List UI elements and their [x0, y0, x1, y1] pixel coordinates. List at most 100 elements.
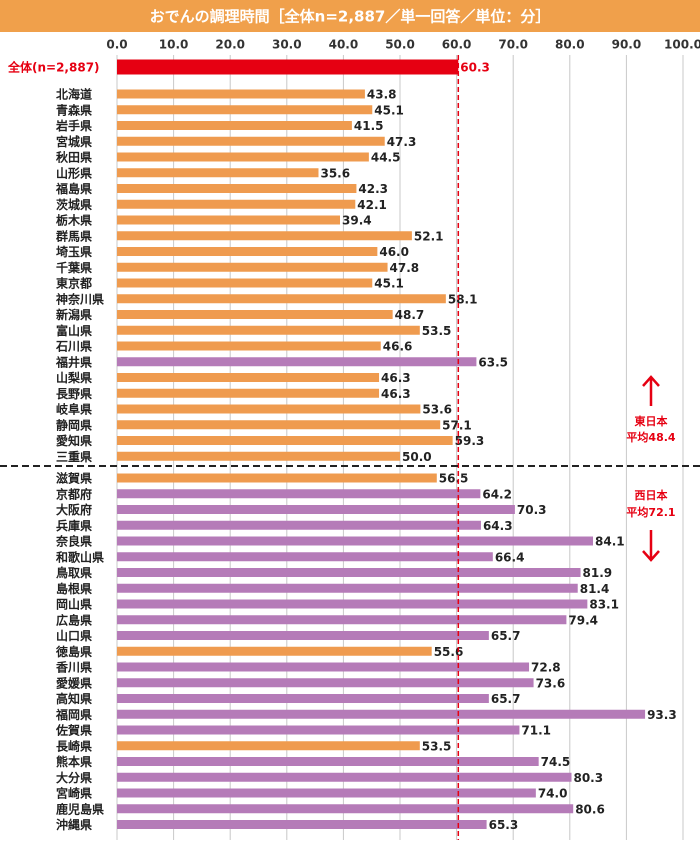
bar	[117, 772, 572, 782]
category-label: 宮崎県	[56, 786, 92, 801]
value-label: 39.4	[342, 214, 372, 228]
value-label: 45.1	[374, 277, 404, 291]
value-label: 35.6	[320, 166, 350, 180]
category-label: 福井県	[55, 354, 92, 369]
category-label: 神奈川県	[56, 291, 104, 306]
x-tick-label: 10.0	[159, 38, 189, 52]
value-label: 45.1	[374, 103, 404, 117]
value-label: 44.5	[371, 151, 401, 165]
value-label: 65.7	[491, 692, 521, 706]
category-label: 愛媛県	[56, 675, 92, 690]
bar	[117, 262, 388, 272]
category-label: 岩手県	[55, 118, 92, 133]
bar	[117, 536, 594, 546]
bar	[117, 631, 489, 640]
value-label: 80.6	[575, 802, 605, 816]
value-label: 53.5	[422, 739, 452, 753]
category-label: 大阪府	[56, 502, 92, 517]
bar	[117, 615, 567, 625]
bar	[117, 310, 393, 319]
bar	[117, 89, 365, 99]
category-label: 福岡県	[55, 707, 92, 722]
x-tick-label: 20.0	[215, 38, 245, 52]
category-label: 長野県	[56, 386, 92, 401]
value-label: 55.6	[434, 645, 464, 659]
value-label: 65.3	[489, 818, 519, 832]
category-label: 鹿児島県	[56, 801, 104, 816]
category-label: 奈良県	[55, 534, 92, 549]
x-tick-label: 90.0	[612, 38, 642, 52]
category-label: 滋賀県	[56, 471, 92, 486]
category-label: 新潟県	[56, 307, 92, 322]
bar	[117, 388, 380, 398]
value-label: 84.1	[595, 535, 625, 549]
bar	[117, 599, 588, 609]
bar	[117, 215, 341, 225]
category-label: 北海道	[56, 87, 92, 102]
category-label: 三重県	[56, 449, 92, 464]
bar	[117, 505, 515, 514]
bar	[117, 325, 420, 335]
category-label: 徳島県	[55, 644, 92, 659]
category-label: 群馬県	[55, 228, 92, 243]
category-label: 兵庫県	[56, 518, 92, 533]
x-tick-label: 60.0	[442, 38, 472, 52]
bar	[117, 373, 380, 382]
category-label: 埼玉県	[56, 244, 92, 259]
bar	[117, 231, 412, 241]
category-label: 山口県	[56, 628, 92, 643]
category-label: 山形県	[56, 165, 92, 180]
x-tick-label: 40.0	[329, 38, 359, 52]
value-label: 81.4	[580, 582, 610, 596]
value-label: 47.3	[387, 135, 417, 149]
x-tick-label: 100.0	[664, 38, 700, 52]
bar	[117, 294, 446, 304]
bar	[117, 121, 352, 130]
value-label: 41.5	[354, 119, 384, 133]
value-label: 74.5	[541, 755, 571, 769]
bar	[117, 741, 420, 751]
category-label: 宮城県	[56, 134, 92, 149]
value-label: 46.6	[383, 340, 413, 354]
bar	[117, 709, 646, 719]
category-label: 熊本県	[56, 754, 92, 769]
overall-label: 全体(n=2,887)	[7, 60, 100, 75]
bar	[117, 473, 437, 483]
bar	[117, 152, 369, 162]
category-label: 香川県	[55, 660, 92, 675]
bar	[117, 184, 357, 193]
category-label: 岡山県	[56, 597, 92, 612]
value-label: 64.2	[482, 487, 512, 501]
bar	[117, 583, 578, 593]
value-label: 43.8	[367, 88, 397, 102]
x-tick-label: 0.0	[106, 38, 127, 52]
x-tick-label: 70.0	[498, 38, 528, 52]
value-label: 56.5	[439, 472, 469, 486]
value-label: 65.7	[491, 629, 521, 643]
category-label: 岐阜県	[56, 402, 92, 417]
category-label: 茨城県	[56, 197, 92, 212]
category-label: 栃木県	[56, 213, 92, 228]
value-label: 42.3	[358, 182, 388, 196]
bar	[117, 420, 441, 430]
value-label: 72.8	[531, 661, 561, 675]
value-label: 59.3	[455, 434, 485, 448]
arrow-up	[642, 375, 660, 406]
bar	[117, 341, 381, 351]
bar	[117, 520, 481, 530]
bar	[117, 404, 421, 414]
group-note: 平均48.4	[626, 430, 675, 444]
category-label: 福島県	[55, 181, 92, 196]
category-label: 沖縄県	[56, 817, 92, 832]
bar	[117, 247, 378, 256]
x-tick-label: 50.0	[385, 38, 415, 52]
category-label: 山梨県	[56, 370, 92, 385]
value-label: 52.1	[414, 229, 444, 243]
bar	[117, 136, 385, 146]
category-label: 静岡県	[56, 417, 92, 432]
category-label: 京都府	[56, 486, 92, 501]
bar	[117, 568, 581, 577]
group-note: 平均72.1	[626, 505, 675, 519]
value-label: 93.3	[647, 708, 677, 722]
bar	[117, 168, 319, 178]
